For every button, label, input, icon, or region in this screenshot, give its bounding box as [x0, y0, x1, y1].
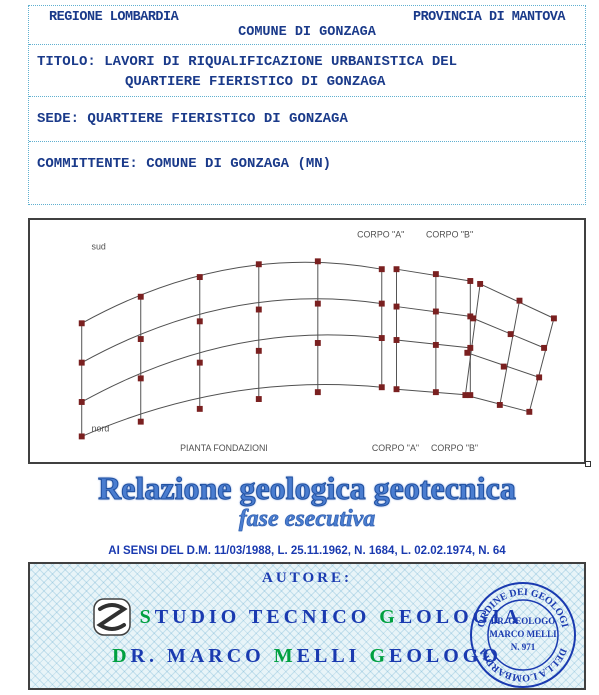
page-marker-icon	[585, 461, 591, 467]
title-main: Relazione geologica geotecnica	[28, 470, 586, 507]
titolo-text2: QUARTIERE FIERISTICO DI GONZAGA	[37, 73, 575, 93]
author-panel: AUTORE: STUDIO TECNICO GEOLOGIA DR. MARC…	[28, 562, 586, 690]
studio-r1: TUDIO TECNICO	[155, 606, 380, 628]
sede-row: SEDE: QUARTIERE FIERISTICO DI GONZAGA	[29, 96, 585, 142]
comune-row: COMUNE DI GONZAGA	[29, 25, 585, 45]
professional-stamp-icon: ORDINE DEI GEOLOGI DELLA LOMBARDIA DR. G…	[468, 580, 578, 690]
stamp-inner3: N. 971	[511, 642, 536, 652]
studio-g: G	[379, 606, 399, 628]
name-d: D	[112, 645, 130, 667]
name-r1: R. MARCO	[131, 645, 274, 667]
plan-corpo-b-bot: CORPO "B"	[431, 443, 478, 453]
header-panel: REGIONE LOMBARDIA PROVINCIA DI MANTOVA C…	[28, 5, 586, 205]
titolo-text1: LAVORI DI RIQUALIFICAZIONE URBANISTICA D…	[104, 54, 457, 70]
studio-s: S	[140, 606, 155, 628]
province-label: PROVINCIA DI MANTOVA	[413, 10, 565, 25]
studio-name: STUDIO TECNICO GEOLOGIA	[140, 606, 523, 629]
law-reference: AI SENSI DEL D.M. 11/03/1988, L. 25.11.1…	[28, 545, 586, 557]
plan-corpo-a-top: CORPO "A"	[357, 230, 404, 240]
title-sub: fase esecutiva	[28, 506, 586, 533]
plan-corpo-b-top: CORPO "B"	[426, 230, 473, 240]
titolo-row: TITOLO: LAVORI DI RIQUALIFICAZIONE URBAN…	[29, 45, 585, 96]
plan-nord-label: nord	[92, 424, 110, 434]
plan-sud-label: sud	[92, 242, 106, 252]
plan-pianta-label: PIANTA FONDAZIONI	[180, 443, 268, 453]
name-m: M	[274, 645, 297, 667]
foundation-plan-svg: sud nord PIANTA FONDAZIONI CORPO "A" COR…	[30, 220, 584, 462]
foundation-plan-panel: sud nord PIANTA FONDAZIONI CORPO "A" COR…	[28, 218, 586, 464]
titolo-label: TITOLO:	[37, 54, 96, 70]
sede-label: SEDE:	[37, 111, 79, 127]
region-label: REGIONE LOMBARDIA	[49, 10, 178, 25]
committente-row: COMMITTENTE: COMUNE DI GONZAGA (MN)	[29, 142, 585, 186]
studio-logo-icon	[92, 597, 132, 637]
committente-text: COMUNE DI GONZAGA (MN)	[146, 156, 331, 172]
region-province-row: REGIONE LOMBARDIA PROVINCIA DI MANTOVA	[29, 6, 585, 25]
stamp-inner2: MARCO MELLI	[489, 629, 557, 639]
name-g: G	[369, 645, 389, 667]
name-r2: ELLI	[297, 645, 370, 667]
plan-corpo-a-bot: CORPO "A"	[372, 443, 419, 453]
stamp-inner1: DR. GEOLOGO	[491, 616, 556, 626]
sede-text: QUARTIERE FIERISTICO DI GONZAGA	[87, 111, 347, 127]
committente-label: COMMITTENTE:	[37, 156, 138, 172]
